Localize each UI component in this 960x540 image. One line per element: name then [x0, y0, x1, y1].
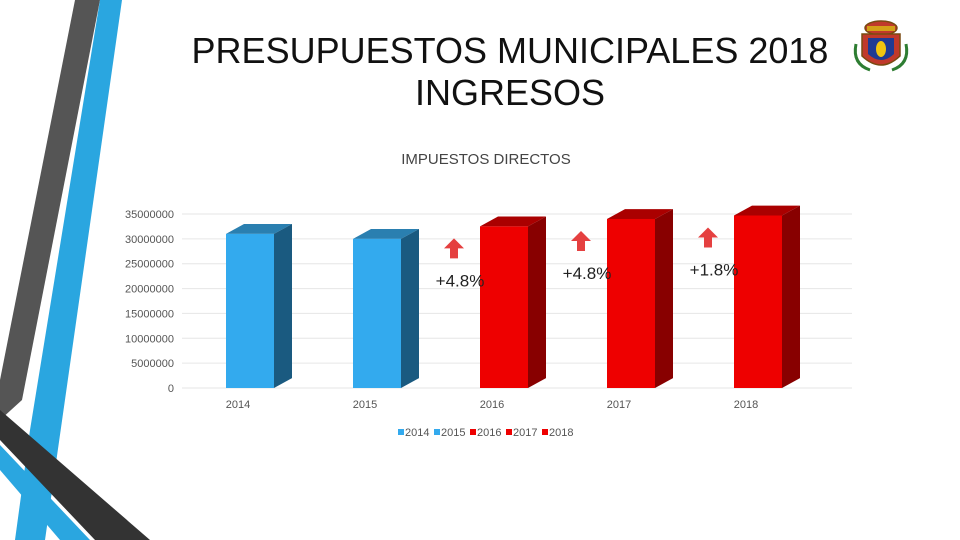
bar-2017 [607, 209, 673, 388]
bar-top [607, 209, 673, 219]
legend-swatch [470, 429, 476, 435]
y-tick-label: 35000000 [125, 209, 174, 221]
bar-top [353, 228, 419, 239]
legend-label: 2017 [513, 427, 537, 439]
growth-label: +4.8% [563, 264, 612, 283]
bar-side [782, 205, 800, 388]
chart-title: IMPUESTOS DIRECTOS [401, 151, 570, 168]
slide-title-line2: INGRESOS [414, 72, 606, 113]
x-tick-label: 2017 [607, 399, 631, 411]
legend-swatch [398, 429, 404, 435]
bar-2018 [734, 205, 800, 388]
slide-title-line1: PRESUPUESTOS MUNICIPALES 2018 [191, 30, 829, 71]
bar-2015 [353, 228, 419, 388]
x-tick-label: 2014 [226, 399, 250, 411]
bar-side [528, 216, 546, 388]
legend-label: 2016 [477, 427, 501, 439]
legend-entry-2015: 2015 [434, 427, 465, 439]
y-tick-label: 25000000 [125, 259, 174, 271]
legend-swatch [434, 429, 440, 435]
growth-label: +4.8% [436, 271, 485, 290]
bar-face [353, 238, 401, 388]
bar-top [734, 205, 800, 216]
bar-top [226, 223, 292, 234]
y-tick-label: 15000000 [125, 308, 174, 320]
bar-2016 [480, 216, 546, 388]
bar-side [655, 209, 673, 388]
growth-annotations: +4.8% +4.8% +1.8% [436, 227, 739, 290]
x-axis-tick-labels: 2014 2015 2016 2017 2018 [226, 399, 758, 411]
legend-entry-2017: 2017 [506, 427, 537, 439]
bar-face [734, 215, 782, 388]
y-tick-label: 5000000 [131, 358, 174, 370]
y-tick-label: 10000000 [125, 333, 174, 345]
bar-face [226, 233, 274, 388]
growth-label: +1.8% [690, 260, 739, 279]
x-tick-label: 2016 [480, 399, 504, 411]
legend-swatch [506, 429, 512, 435]
bar-face [480, 226, 528, 388]
slide-title: PRESUPUESTOS MUNICIPALES 2018 INGRESOS [150, 30, 870, 114]
up-arrow-icon [571, 230, 591, 251]
bar-2014 [226, 223, 292, 388]
up-arrow-icon [698, 227, 718, 248]
chart-bars [226, 205, 800, 388]
x-tick-label: 2018 [734, 399, 758, 411]
y-tick-label: 30000000 [125, 234, 174, 246]
legend-label: 2018 [549, 427, 573, 439]
bar-face [607, 218, 655, 388]
y-tick-label: 0 [168, 383, 174, 395]
y-tick-label: 20000000 [125, 284, 174, 296]
up-arrow-icon [444, 238, 464, 259]
growth-annotation: +4.8% [436, 238, 485, 290]
legend-swatch [542, 429, 548, 435]
bar-side [401, 228, 419, 388]
legend-entry-2016: 2016 [470, 427, 501, 439]
growth-annotation: +1.8% [690, 227, 739, 279]
bar-side [274, 223, 292, 388]
growth-annotation: +4.8% [563, 230, 612, 283]
legend-entry-2018: 2018 [542, 427, 573, 439]
legend-entry-2014: 2014 [398, 427, 429, 439]
x-tick-label: 2015 [353, 399, 377, 411]
legend-label: 2014 [405, 427, 429, 439]
y-axis-tick-labels: 0 5000000 10000000 15000000 20000000 25000000… [125, 209, 174, 395]
chart-legend: 2014 2015 2016 2017 2018 [398, 427, 573, 439]
municipal-crest-icon [853, 20, 909, 72]
bar-top [480, 216, 546, 227]
legend-label: 2015 [441, 427, 465, 439]
